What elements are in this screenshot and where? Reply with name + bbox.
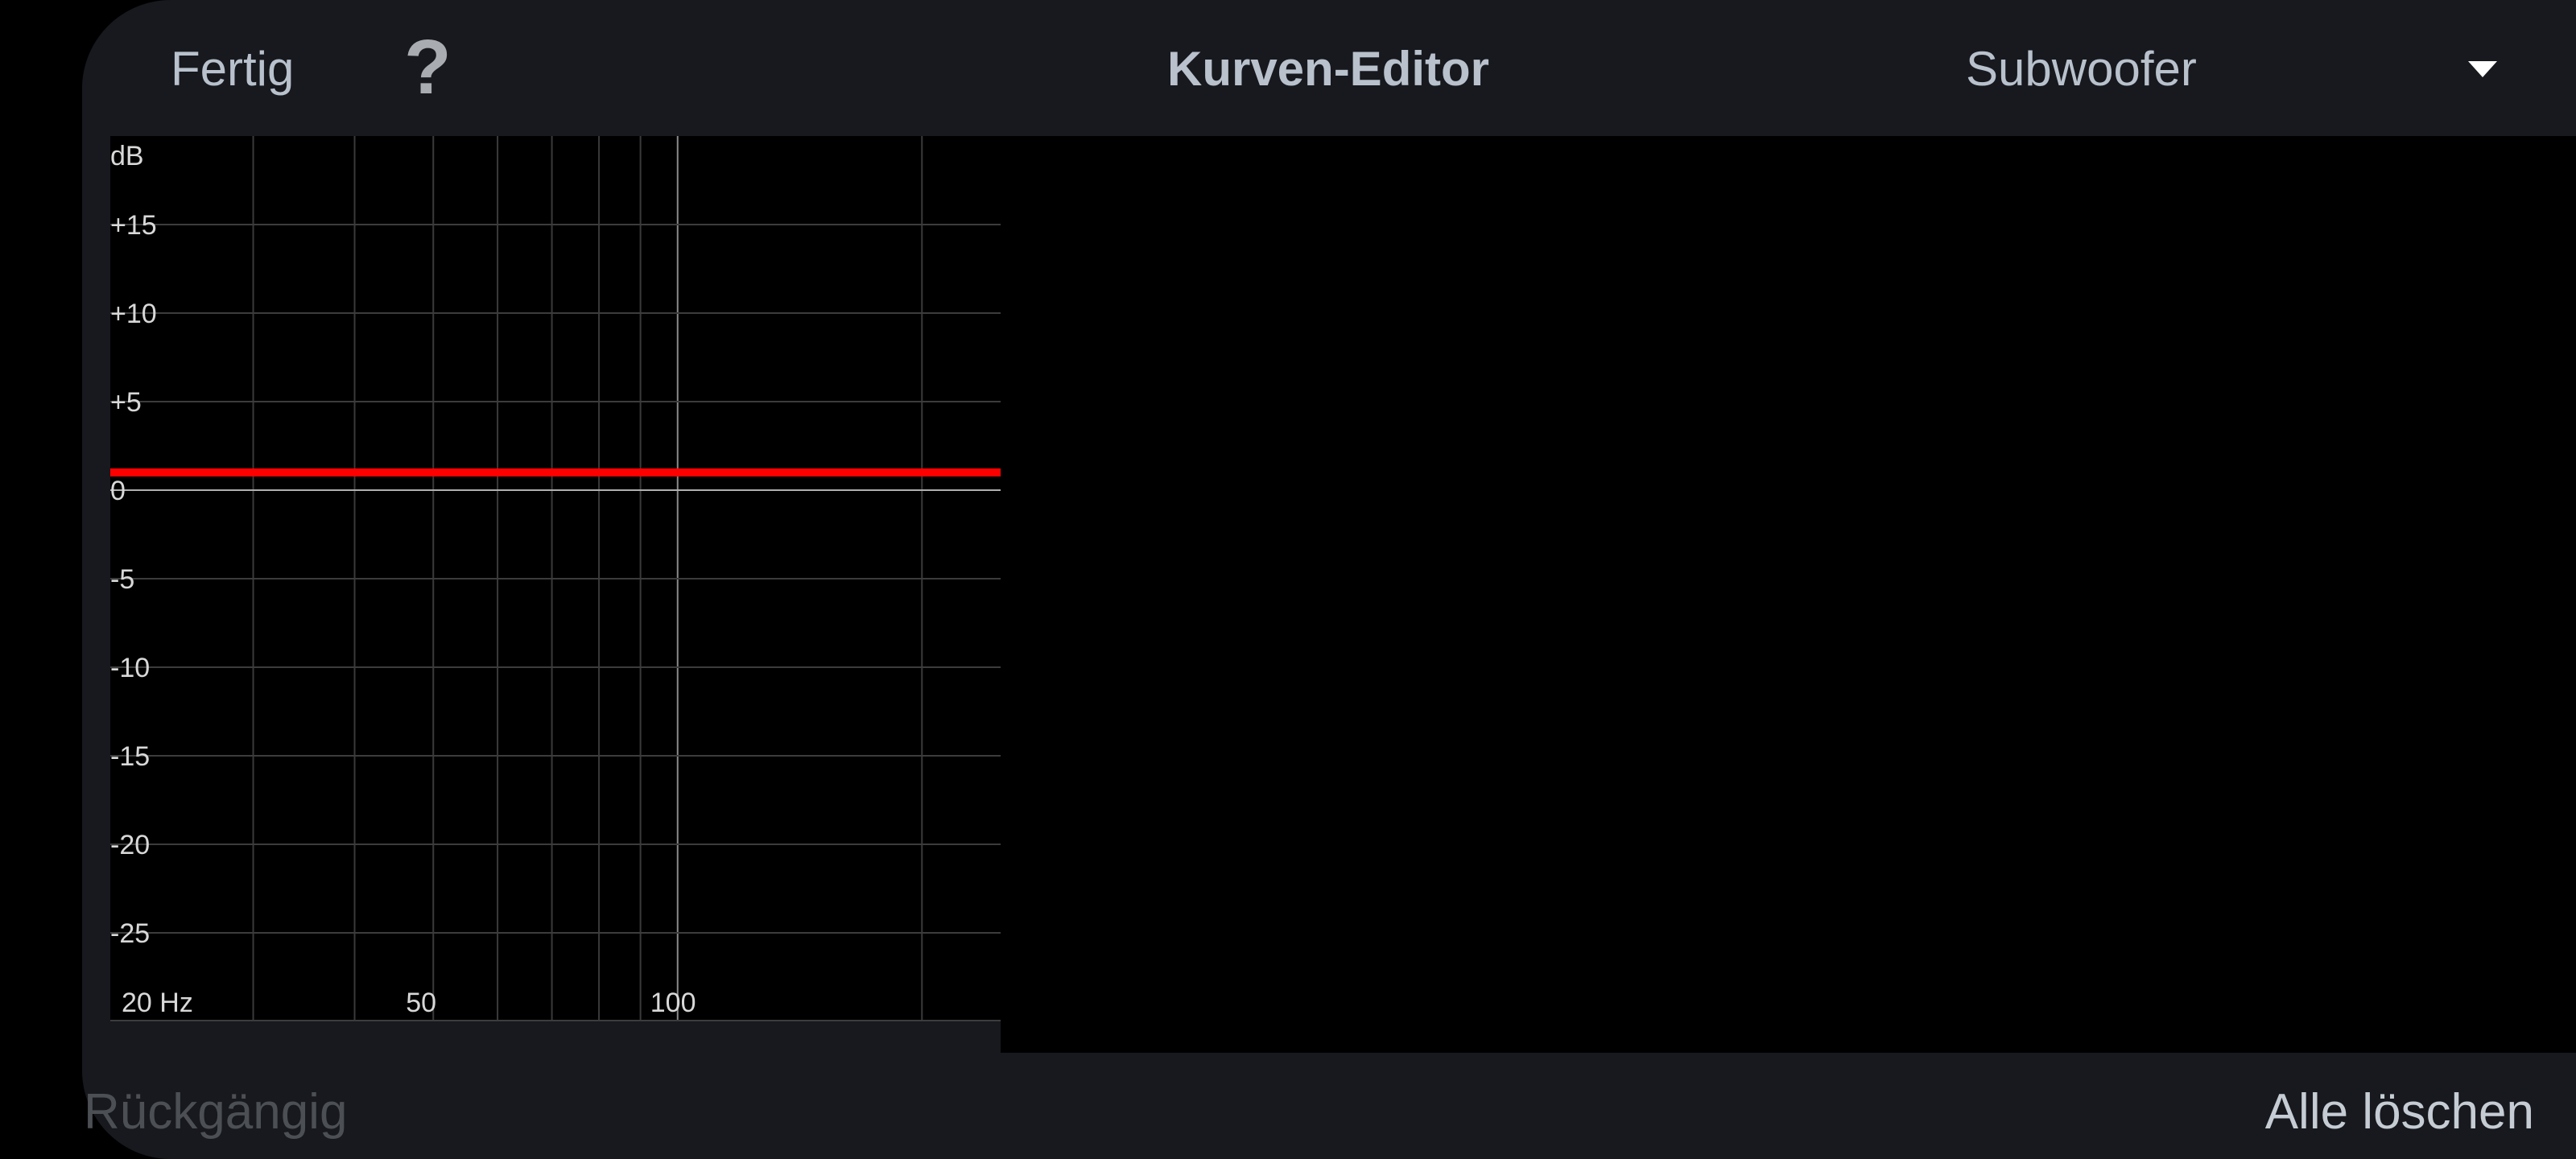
chevron-down-icon[interactable] xyxy=(2468,61,2497,77)
channel-select[interactable]: Subwoofer xyxy=(1966,42,2197,96)
frequency-response-chart[interactable]: +15 +10 +5 0 -5 -10 -15 -20 -25 dB 20 Hz 50 100 xyxy=(110,136,1001,1021)
y-tick-label: -20 xyxy=(110,830,150,860)
y-tick-label: +10 xyxy=(110,299,157,329)
undo-button[interactable]: Rückgängig xyxy=(84,1084,348,1140)
done-button[interactable]: Fertig xyxy=(171,42,295,96)
y-tick-label: -25 xyxy=(110,918,150,949)
x-tick-label: 20 Hz xyxy=(122,988,193,1018)
curve-canvas-area[interactable] xyxy=(1001,136,2576,1053)
x-tick-label: 50 xyxy=(406,988,436,1018)
page-title: Kurven-Editor xyxy=(1166,42,1490,96)
x-tick-label: 100 xyxy=(650,988,696,1018)
y-tick-label: -5 xyxy=(110,564,134,595)
y-tick-label: 0 xyxy=(110,476,126,506)
y-tick-label: +5 xyxy=(110,387,142,418)
y-tick-label: -10 xyxy=(110,653,150,683)
chart-svg[interactable]: +15 +10 +5 0 -5 -10 -15 -20 -25 dB 20 Hz 50 100 xyxy=(110,136,1001,1021)
y-tick-label: +15 xyxy=(110,210,157,241)
y-axis-label: dB xyxy=(110,141,144,171)
y-tick-label: -15 xyxy=(110,741,150,772)
clear-all-button[interactable]: Alle löschen xyxy=(2264,1084,2534,1140)
help-icon[interactable]: ? xyxy=(404,24,452,110)
